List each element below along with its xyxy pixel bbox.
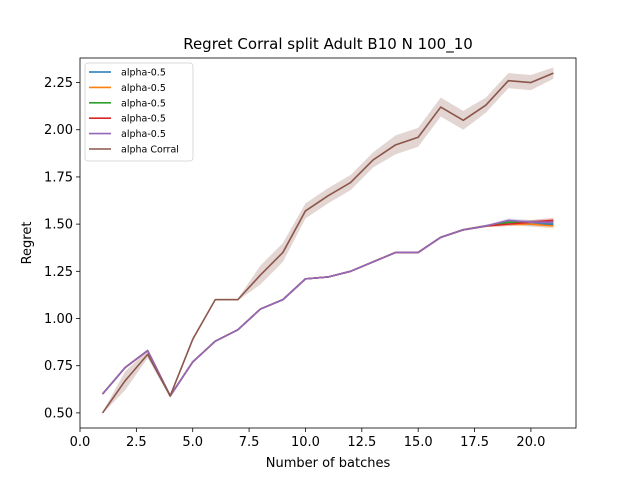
legend-label: alpha-0.5 — [121, 114, 166, 125]
x-tick-label: 7.5 — [239, 435, 260, 450]
y-axis-ticks: 0.50 0.75 1.00 1.25 1.50 1.75 2.00 2.25 — [44, 76, 80, 421]
x-tick-label: 5.0 — [182, 435, 203, 450]
legend-label: alpha Corral — [121, 145, 179, 156]
x-tick-label: 17.5 — [460, 435, 489, 450]
legend-label: alpha-0.5 — [121, 68, 166, 79]
x-tick-label: 2.5 — [126, 435, 147, 450]
chart-title: Regret Corral split Adult B10 N 100_10 — [183, 35, 473, 54]
y-tick-label: 1.50 — [44, 218, 73, 233]
x-tick-label: 12.5 — [347, 435, 376, 450]
y-tick-label: 2.00 — [44, 123, 73, 138]
x-tick-label: 0.0 — [70, 435, 91, 450]
x-tick-label: 20.0 — [516, 435, 545, 450]
y-tick-label: 0.50 — [44, 406, 73, 421]
x-tick-label: 10.0 — [291, 435, 320, 450]
y-tick-label: 1.00 — [44, 312, 73, 327]
x-axis-label: Number of batches — [266, 456, 391, 471]
x-axis-ticks: 0.0 2.5 5.0 7.5 10.0 12.5 15.0 17.5 20.0 — [70, 428, 545, 450]
legend-label: alpha-0.5 — [121, 129, 166, 140]
y-tick-label: 1.75 — [44, 170, 73, 185]
y-tick-label: 0.75 — [44, 359, 73, 374]
y-tick-label: 1.25 — [44, 265, 73, 280]
y-axis-label: Regret — [20, 222, 35, 265]
x-tick-label: 15.0 — [404, 435, 433, 450]
series-line-5 — [101, 72, 554, 414]
legend-box — [84, 62, 194, 162]
series-line-4 — [101, 219, 554, 397]
series-lines — [101, 72, 554, 414]
legend-label: alpha-0.5 — [121, 83, 166, 94]
plot-frame — [79, 57, 577, 429]
legend: alpha-0.5 alpha-0.5 alpha-0.5 alpha-0.5 alph… — [84, 62, 194, 162]
y-tick-label: 2.25 — [44, 76, 73, 91]
legend-label: alpha-0.5 — [121, 98, 166, 109]
